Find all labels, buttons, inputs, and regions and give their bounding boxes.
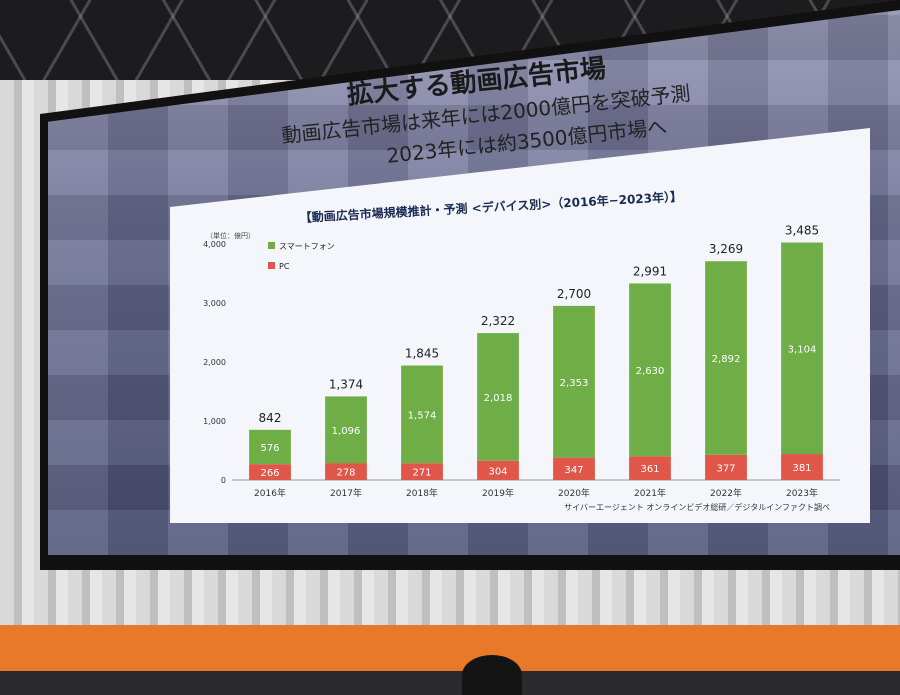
bar-pc-segment [249, 464, 291, 480]
bar-total-label: 842 [259, 411, 282, 425]
y-tick-label: 1,000 [203, 417, 226, 426]
bar-smartphone-segment [629, 283, 671, 457]
bar-smartphone-value-label: 3,104 [788, 344, 817, 355]
bar-pc-value-label: 381 [792, 463, 811, 474]
x-tick-label: 2022年 [710, 487, 742, 499]
chart-source: サイバーエージェント オンラインビデオ総研／デジタルインファクト調べ [564, 502, 830, 512]
bar-total-label: 1,845 [405, 347, 439, 361]
bar-total-label: 2,322 [481, 314, 515, 328]
y-tick-label: 4,000 [203, 240, 226, 249]
y-tick-label: 3,000 [203, 299, 226, 308]
bar-total-label: 3,269 [709, 242, 743, 256]
y-tick-label: 2,000 [203, 358, 226, 367]
x-tick-label: 2020年 [558, 487, 590, 499]
bar-pc-value-label: 271 [412, 468, 431, 479]
bar-pc-segment [477, 460, 519, 480]
bar-smartphone-value-label: 2,018 [484, 393, 513, 404]
bar-pc-value-label: 304 [488, 466, 507, 477]
legend-swatch-smartphone [268, 242, 275, 249]
x-tick-label: 2021年 [634, 487, 666, 499]
bar-pc-segment [781, 454, 823, 480]
x-tick-label: 2023年 [786, 487, 818, 499]
bar-smartphone-segment [249, 429, 291, 465]
bar-total-label: 2,700 [557, 287, 591, 301]
bar-smartphone-value-label: 1,574 [408, 410, 437, 421]
bar-total-label: 3,485 [785, 224, 819, 238]
bar-pc-value-label: 278 [336, 468, 355, 479]
bar-smartphone-value-label: 1,096 [332, 426, 361, 437]
unit-label: （単位：億円） [206, 231, 255, 240]
y-tick-label: 0 [221, 476, 226, 485]
audience-silhouette [462, 655, 522, 695]
bar-pc-segment [553, 457, 595, 480]
bar-pc-segment [401, 463, 443, 480]
bar-smartphone-segment [401, 365, 443, 464]
x-tick-label: 2016年 [254, 487, 286, 499]
bar-smartphone-value-label: 576 [260, 443, 279, 454]
bar-smartphone-segment [325, 396, 367, 464]
bar-total-label: 2,991 [633, 264, 667, 278]
stage-banner [0, 625, 900, 671]
bar-pc-value-label: 377 [716, 463, 735, 474]
bar-pc-segment [325, 463, 367, 480]
bar-pc-segment [629, 456, 671, 480]
legend-swatch-pc [268, 262, 275, 269]
chart-title: 【動画広告市場規模推計・予測 <デバイス別>（2016年−2023年）】 [299, 189, 682, 225]
legend-label-smartphone: スマートフォン [279, 242, 335, 251]
x-tick-label: 2018年 [406, 487, 438, 499]
bar-smartphone-segment [781, 242, 823, 455]
bar-pc-value-label: 361 [640, 464, 659, 475]
bar-smartphone-value-label: 2,630 [636, 366, 665, 377]
x-tick-label: 2017年 [330, 487, 362, 499]
bar-pc-segment [705, 454, 747, 480]
bar-smartphone-segment [705, 261, 747, 455]
bar-smartphone-segment [553, 305, 595, 458]
legend-label-pc: PC [279, 262, 290, 271]
bar-chart: 【動画広告市場規模推計・予測 <デバイス別>（2016年−2023年）】 （単位：… [203, 189, 840, 512]
bar-pc-value-label: 266 [260, 468, 279, 479]
bar-smartphone-segment [477, 333, 519, 461]
bar-smartphone-value-label: 2,892 [712, 354, 741, 365]
x-tick-label: 2019年 [482, 487, 514, 499]
bar-smartphone-value-label: 2,353 [560, 378, 589, 389]
bar-total-label: 1,374 [329, 377, 363, 391]
bar-pc-value-label: 347 [564, 465, 583, 476]
